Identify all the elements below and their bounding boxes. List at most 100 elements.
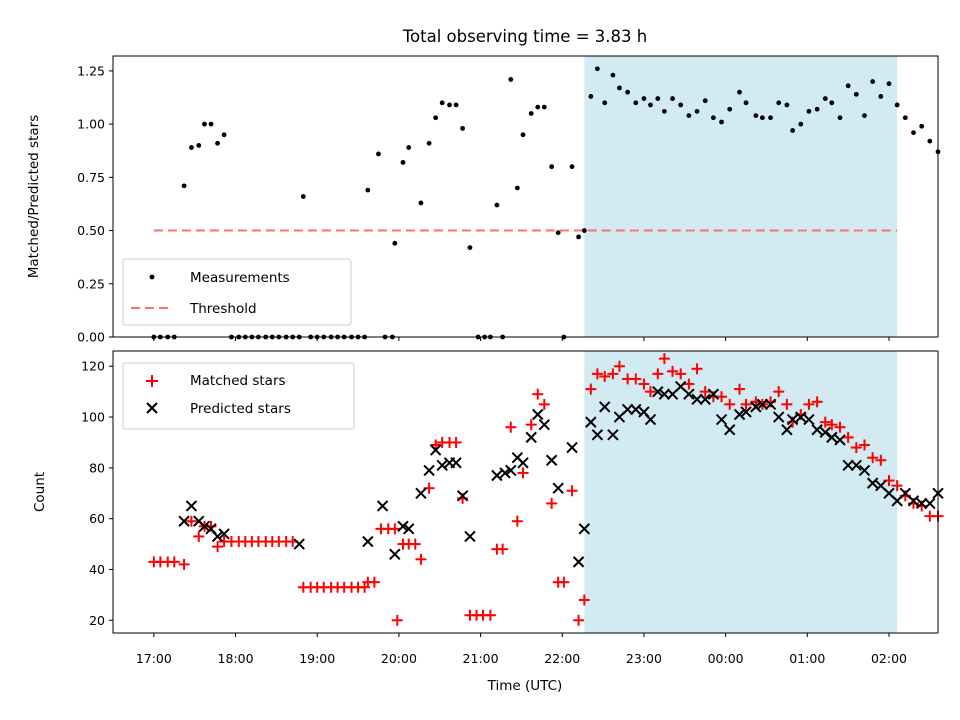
x-tick-label: 22:00 <box>544 651 580 666</box>
predicted-star-point-b <box>652 385 664 398</box>
measurement-point <box>610 72 616 78</box>
matched-star-point <box>652 368 664 380</box>
measurement-point <box>678 102 684 108</box>
predicted-star-point-b <box>773 411 785 423</box>
predicted-star-point <box>803 413 815 426</box>
predicted-star-point <box>397 520 409 533</box>
predicted-star-point-b <box>585 416 597 428</box>
predicted-star-point-b <box>786 413 799 426</box>
y-tick-label: 20 <box>89 613 105 628</box>
top-axes-frame <box>112 55 939 338</box>
matched-star-point <box>658 353 670 365</box>
legend-marker-predicted <box>146 402 158 414</box>
predicted-star-point <box>362 535 374 548</box>
x-tick-label: 20:00 <box>381 651 417 666</box>
measurement-point <box>535 104 541 110</box>
predicted-star-point-b <box>899 487 912 499</box>
predicted-star-point-b <box>491 469 503 482</box>
matched-star-point <box>558 576 570 588</box>
matched-star-point <box>734 383 746 395</box>
matched-star-point <box>716 391 728 403</box>
predicted-star-point-b <box>456 490 469 502</box>
matched-star-point <box>497 543 509 555</box>
observing-window-shade-bottom <box>584 351 898 633</box>
measurement-point <box>894 102 900 108</box>
measurement-point <box>759 115 765 121</box>
predicted-star-point <box>450 457 462 469</box>
measurement-point <box>686 113 692 119</box>
matched-star-point <box>511 515 523 527</box>
measurement-point <box>886 81 892 87</box>
measurement-point <box>702 98 708 104</box>
predicted-star-point-b <box>691 393 703 405</box>
predicted-star-point <box>826 431 838 444</box>
matched-star-point <box>450 436 462 448</box>
y-tick-label: 40 <box>89 562 105 577</box>
measurement-point <box>433 115 439 121</box>
matched-star-point <box>683 378 695 390</box>
top-x-ticks <box>153 337 890 341</box>
predicted-star-point-b <box>436 459 448 472</box>
predicted-star-point-b <box>572 556 585 568</box>
measurement-point <box>798 121 804 127</box>
predicted-star-point-b <box>866 477 879 489</box>
predicted-star-point-b <box>423 464 435 477</box>
predicted-star-point-b <box>607 429 619 441</box>
predicted-star-point-b <box>511 451 524 464</box>
measurement-point <box>181 183 187 189</box>
predicted-star-point-b <box>842 459 854 472</box>
matched-star-point <box>630 373 642 385</box>
matched-star-point <box>858 439 870 451</box>
predicted-star-point-b <box>907 495 920 507</box>
matched-star-point <box>811 396 823 408</box>
measurement-point <box>822 96 828 101</box>
y-tick-label: 1.00 <box>77 117 105 132</box>
predicted-star-point <box>218 528 230 540</box>
predicted-star-point-b <box>803 413 815 426</box>
matched-star-point <box>591 368 603 380</box>
bottom-y-ticks: 20 40 60 80 100 120 <box>81 359 113 628</box>
measurement-point <box>737 89 742 95</box>
predicted-star-point-b <box>883 487 895 499</box>
matched-star-point <box>850 442 862 454</box>
predicted-star-point-b <box>683 388 695 400</box>
y-tick-label: 0.25 <box>77 276 105 291</box>
x-axis-label: Time (UTC) <box>487 678 563 694</box>
predicted-star-point <box>532 408 544 421</box>
bottom-legend: Matched stars Predicted stars <box>122 362 355 430</box>
measurement-point <box>768 115 773 121</box>
matched-star-point <box>505 421 517 433</box>
predicted-star-point-b <box>376 500 389 512</box>
matched-star-point <box>566 485 578 497</box>
measurement-point <box>202 121 207 127</box>
predicted-star-point <box>764 398 777 411</box>
predicted-star-point-b <box>644 413 657 426</box>
matched-star-point <box>168 556 180 568</box>
predicted-star-point <box>423 464 435 477</box>
matched-star-point <box>773 386 785 398</box>
measurement-point <box>648 102 653 108</box>
predicted-star-point <box>436 459 448 472</box>
measurement-point <box>641 96 647 101</box>
measurement-point <box>625 89 631 95</box>
predicted-star-point <box>505 464 517 477</box>
predicted-star-point-b <box>924 497 936 510</box>
matched-star-point <box>724 398 736 410</box>
observing-window-shade <box>584 56 898 337</box>
matched-star-point <box>667 365 679 377</box>
predicted-star-point-b <box>740 406 752 418</box>
measurement-point <box>790 128 796 133</box>
predicted-star-point-b <box>875 479 887 492</box>
measurement-point <box>902 115 908 121</box>
predicted-star-point <box>402 523 415 535</box>
measurement-point <box>365 187 371 193</box>
measurement-point <box>460 125 466 131</box>
predicted-star-point-b <box>193 515 205 527</box>
measurement-point <box>878 94 884 99</box>
bottom-panel: 20 40 60 80 100 120 17:00 18:00 19:00 20:00 21:00… <box>32 350 944 694</box>
measurement-point <box>508 77 514 82</box>
predicted-star-point-b <box>750 401 762 413</box>
predicted-star-point <box>578 523 591 535</box>
predicted-star-point <box>724 424 736 436</box>
measurement-point <box>617 85 622 91</box>
